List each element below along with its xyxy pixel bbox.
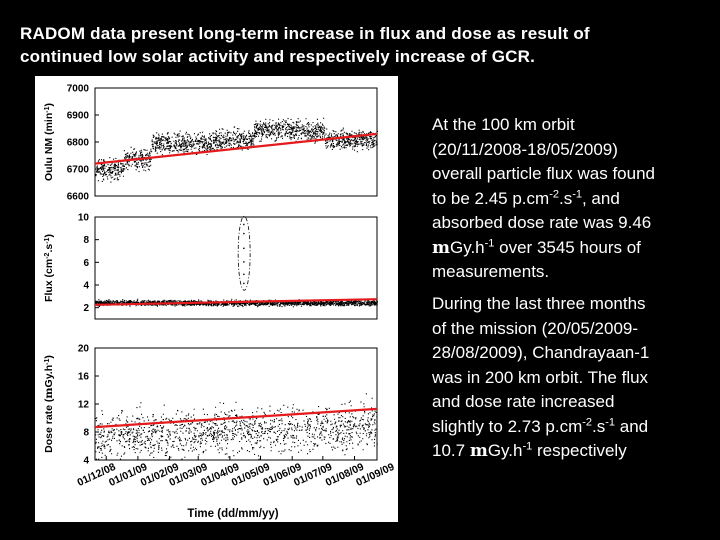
dose-frame <box>94 347 378 461</box>
oulu-ytick-label: 6700 <box>67 165 90 176</box>
flux-spike-point <box>243 261 245 263</box>
p1-line2: (20/11/2008-18/05/2009) <box>432 139 618 159</box>
flux-spike-point <box>243 223 245 226</box>
p2-line5: and dose rate increased <box>432 392 615 411</box>
p1-line5: absorbed dose rate was 9.46 <box>432 213 652 232</box>
slide-title: RADOM data present long-term increase in… <box>20 22 710 68</box>
p2-line7: 10.7 mGy.h-1 respectively <box>432 440 627 461</box>
oulu-points <box>95 117 378 183</box>
flux-spike-point <box>243 282 245 285</box>
flux-ytick-label: 4 <box>83 281 89 292</box>
flux-trend-line <box>94 298 378 306</box>
flux-ytick-label: 8 <box>83 235 89 246</box>
p2-line6: slightly to 2.73 p.cm-2.s-1 and <box>432 415 649 436</box>
flux-spike-point <box>243 273 245 276</box>
dose-ytick-label: 16 <box>78 372 90 383</box>
dose-points <box>95 393 378 460</box>
oulu-ytick-label: 6900 <box>67 111 90 122</box>
flux-ytick-label: 2 <box>83 303 89 314</box>
flux-ylabel: Flux (cm-2.s-1) <box>43 234 55 302</box>
oulu-ytick-label: 7000 <box>67 84 90 95</box>
oulu-ytick-label: 6600 <box>67 192 90 203</box>
flux-ytick-label: 10 <box>78 213 90 224</box>
paragraph-100km: At the 100 km orbit (20/11/2008-18/05/20… <box>432 113 712 285</box>
title-line-2: continued low solar activity and respect… <box>20 47 536 66</box>
p1-line3: overall particle flux was found <box>432 164 656 183</box>
oulu-ylabel: Oulu NM (min-1) <box>43 103 55 181</box>
p2-line3: 28/08/2009), Chandrayaan-1 <box>432 343 650 362</box>
oulu-frame <box>94 87 378 197</box>
oulu-trend-line <box>94 132 378 165</box>
radom-chart: 6600 6700 6800 6900 7000 Oulu NM (min-1) 2 4 6 8 1… <box>43 84 396 521</box>
paragraph-200km: During the last three months of the miss… <box>432 292 712 464</box>
dose-ytick-label: 12 <box>78 400 90 411</box>
oulu-ytick-label: 6800 <box>67 138 90 149</box>
p2-line2: of the mission (20/05/2009- <box>432 318 639 338</box>
radom-figure: 6600 6700 6800 6900 7000 Oulu NM (min-1) 2 4 6 8 1… <box>35 76 398 522</box>
flux-spike-point <box>243 247 245 249</box>
p1-line4: to be 2.45 p.cm-2.s-1, and <box>432 187 620 208</box>
p2-line4: was in 200 km orbit. The flux <box>432 367 649 387</box>
dose-ylabel: Dose rate (mGy.h-1) <box>43 355 55 453</box>
dose-ytick-label: 8 <box>83 428 89 439</box>
x-axis-label: Time (dd/mm/yy) <box>187 508 278 520</box>
flux-spike-outline <box>237 215 251 291</box>
dose-ytick-label: 20 <box>78 344 90 355</box>
title-line-1: RADOM data present long-term increase in… <box>20 24 590 43</box>
p1-line1: At the 100 km orbit <box>432 115 575 134</box>
dose-trend-line <box>94 407 378 429</box>
flux-frame <box>94 216 378 320</box>
flux-spike-point <box>243 232 245 235</box>
p1-line6: mGy.h-1 over 3545 hours of <box>432 236 641 258</box>
p2-line1: During the last three months <box>432 294 646 313</box>
p1-line7: measurements. <box>432 262 550 281</box>
dose-ytick-label: 4 <box>83 456 89 467</box>
flux-ytick-label: 6 <box>83 258 89 269</box>
